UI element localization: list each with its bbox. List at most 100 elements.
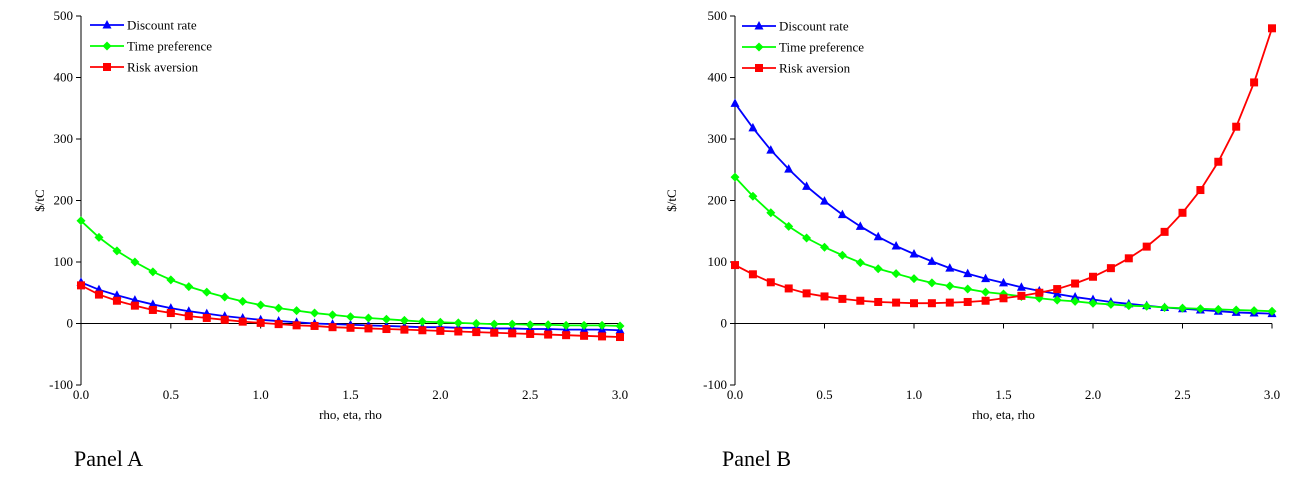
panel-b-data-point bbox=[784, 284, 793, 293]
panel-a-data-point bbox=[579, 320, 589, 330]
panel-b-data-point bbox=[748, 270, 757, 279]
panel-b-data-point bbox=[837, 250, 847, 260]
panel-a-x-axis-title: rho, eta, rho bbox=[319, 407, 382, 422]
panel-b-data-point bbox=[981, 296, 990, 305]
panel-b-data-point bbox=[856, 296, 865, 305]
panel-b-data-point bbox=[1232, 122, 1241, 131]
panel-a-data-point bbox=[130, 295, 140, 304]
panel-b-data-point bbox=[766, 145, 776, 154]
panel-a-data-point bbox=[148, 305, 157, 314]
panel-a-data-point bbox=[453, 318, 463, 328]
panel-a-data-point bbox=[472, 328, 481, 337]
panel-a-data-point bbox=[310, 321, 319, 330]
panel-a-data-point bbox=[238, 317, 247, 326]
panel-b-data-point bbox=[1016, 282, 1026, 291]
panel-a-data-point bbox=[435, 317, 445, 327]
panel-a-legend-marker bbox=[103, 63, 111, 71]
panel-a-data-point bbox=[274, 303, 284, 313]
panel-a-data-point bbox=[76, 216, 86, 226]
panel-b-data-point bbox=[945, 298, 954, 307]
panel-b-data-point bbox=[891, 241, 901, 250]
panel-b-legend-marker bbox=[754, 42, 764, 52]
panel-b-data-point bbox=[909, 249, 919, 258]
panel-a-data-point bbox=[202, 287, 212, 297]
panel-b-data-point bbox=[1052, 295, 1062, 305]
panel-a-data-point bbox=[220, 292, 230, 302]
panel-a-data-point bbox=[166, 309, 175, 318]
panel-a-x-tick-label: 2.5 bbox=[522, 387, 538, 402]
panel-a-data-point bbox=[94, 290, 103, 299]
panel-b-data-point bbox=[1142, 301, 1152, 311]
panel-b-legend-label: Risk aversion bbox=[779, 61, 851, 76]
panel-b-data-point bbox=[784, 221, 794, 231]
panel-b-y-tick-label: 0 bbox=[721, 316, 728, 331]
panel-a-data-point bbox=[184, 312, 193, 321]
panel-a-x-tick-label: 0.0 bbox=[73, 387, 89, 402]
panel-b-data-point bbox=[855, 258, 865, 268]
panel-a-y-axis-title: $/tC bbox=[32, 189, 47, 211]
panel-b-data-point bbox=[1196, 186, 1205, 195]
panel-a-data-point bbox=[130, 257, 140, 267]
panel-a-data-point bbox=[561, 320, 571, 330]
panel-a-x-tick-label: 3.0 bbox=[612, 387, 628, 402]
panel-a-data-point bbox=[381, 314, 391, 324]
panel-a-legend: Discount rate Time preference Risk aversio… bbox=[90, 18, 212, 75]
panel-b-data-point bbox=[1214, 157, 1223, 166]
panel-b-data-point bbox=[820, 292, 829, 301]
panel-b-legend: Discount rate Time preference Risk aversio… bbox=[742, 19, 864, 76]
panel-b-data-point bbox=[748, 122, 758, 132]
panel-b-data-point bbox=[1070, 296, 1080, 306]
panel-a-data-point bbox=[256, 318, 265, 327]
panel-a-data-point bbox=[130, 301, 139, 310]
panel-b-x-tick-label: 1.0 bbox=[906, 387, 922, 402]
panel-b-data-point bbox=[1070, 292, 1080, 301]
panel-b-data-point bbox=[820, 196, 829, 205]
panel-b-data-point bbox=[1142, 242, 1151, 251]
panel-b-data-point bbox=[910, 299, 918, 308]
panel-a-data-point bbox=[382, 325, 391, 334]
panel-b-x-tick-label: 1.5 bbox=[995, 387, 1011, 402]
panel-b-data-point bbox=[927, 256, 937, 265]
panel-a-y-tick-label: 0 bbox=[67, 316, 74, 331]
panel-b-data-point bbox=[766, 278, 775, 287]
panel-b-data-point bbox=[981, 287, 991, 297]
panel-a-data-point bbox=[220, 315, 229, 324]
panel-b-data-point bbox=[999, 277, 1008, 287]
panel-b-data-point bbox=[945, 263, 955, 272]
panel-b-data-point bbox=[838, 294, 847, 303]
panel-b-data-point bbox=[837, 209, 847, 219]
panel-a-data-point bbox=[238, 296, 248, 306]
panel-a-data-point bbox=[112, 290, 122, 299]
panel-a-data-point bbox=[508, 329, 517, 338]
panel-b-data-point bbox=[963, 284, 973, 294]
panel-b-data-point bbox=[1124, 254, 1133, 263]
panel-b-data-point bbox=[927, 299, 936, 308]
panel-b-y-tick-label: -100 bbox=[703, 377, 727, 392]
panel-a-data-point bbox=[148, 267, 158, 277]
panel-b-caption: Panel B bbox=[722, 446, 792, 471]
panel-b-data-point bbox=[1160, 303, 1170, 313]
panel-a-data-point bbox=[202, 313, 211, 322]
panel-a-data-point bbox=[489, 319, 499, 329]
panel-b-x-axis-title: rho, eta, rho bbox=[972, 407, 1035, 422]
panel-a-data-point bbox=[364, 324, 373, 333]
panel-b-data-point bbox=[1106, 299, 1116, 309]
panel-a-series-time-preference bbox=[76, 216, 625, 331]
panel-b-data-point bbox=[1267, 306, 1277, 316]
panel-b-legend-marker bbox=[755, 64, 763, 72]
panel-a-data-point bbox=[184, 282, 194, 292]
panel-a-legend-marker bbox=[102, 41, 112, 51]
panel-b-y-axis-title: $/tC bbox=[664, 189, 679, 211]
panel-a-data-point bbox=[112, 296, 121, 305]
panel-b-data-point bbox=[1088, 298, 1098, 308]
panel-a-y-tick-label: 500 bbox=[54, 8, 74, 23]
panel-b-data-point bbox=[730, 98, 740, 107]
panel-b-data-point bbox=[927, 278, 937, 288]
panel-a-caption: Panel A bbox=[74, 446, 144, 471]
panel-b-data-point bbox=[1213, 304, 1223, 314]
panel-a-data-point bbox=[490, 328, 499, 337]
panel-a-data-point bbox=[580, 331, 589, 340]
panel-b-data-point bbox=[1052, 288, 1062, 298]
panel-b-x-tick-label: 0.0 bbox=[727, 387, 743, 402]
panel-a-data-point bbox=[77, 281, 85, 290]
